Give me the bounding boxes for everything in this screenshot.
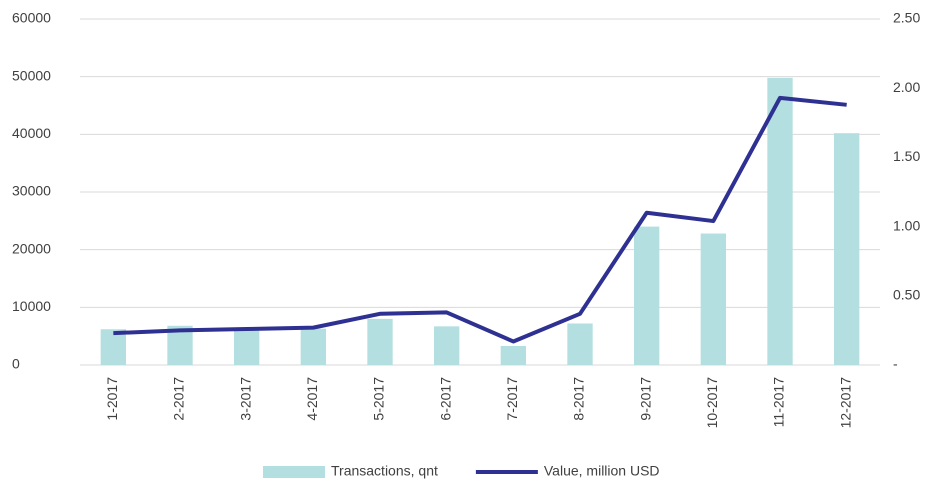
bar — [500, 345, 526, 365]
y2-tick-label: 1.00 — [893, 217, 920, 233]
bar — [834, 133, 860, 365]
y-tick-label: 30000 — [12, 183, 51, 199]
legend-label: Value, million USD — [544, 463, 660, 479]
y2-tick-label: 2.00 — [893, 79, 920, 95]
x-tick-label: 10-2017 — [704, 377, 720, 429]
bar — [700, 233, 726, 365]
bar — [367, 318, 393, 365]
x-tick-label: 8-2017 — [571, 377, 587, 421]
bar — [100, 329, 126, 365]
x-tick-label: 6-2017 — [437, 377, 453, 421]
y-tick-label: 40000 — [12, 125, 51, 141]
bar — [234, 329, 260, 365]
legend-label: Transactions, qnt — [331, 463, 438, 479]
bar — [634, 226, 660, 365]
x-tick-label: 4-2017 — [304, 377, 320, 421]
y-tick-label: 10000 — [12, 298, 51, 314]
x-tick-label: 12-2017 — [837, 377, 853, 429]
x-tick-label: 2-2017 — [171, 377, 187, 421]
x-tick-label: 11-2017 — [771, 377, 787, 428]
y2-tick-label: 0.50 — [893, 287, 920, 303]
x-tick-label: 9-2017 — [637, 377, 653, 421]
y2-tick-label: - — [893, 356, 898, 372]
x-tick-label: 7-2017 — [504, 377, 520, 421]
y-tick-label: 0 — [12, 356, 20, 372]
x-tick-label: 5-2017 — [371, 377, 387, 421]
line — [113, 95, 847, 344]
y-tick-label: 60000 — [12, 10, 51, 26]
y-tick-label: 50000 — [12, 67, 51, 83]
y2-tick-label: 1.50 — [893, 148, 920, 164]
y-tick-label: 20000 — [12, 240, 51, 256]
x-tick-label: 3-2017 — [237, 377, 253, 421]
bar — [767, 77, 793, 365]
bar — [300, 328, 326, 365]
x-tick-label: 1-2017 — [104, 377, 120, 421]
y2-tick-label: 2.50 — [893, 10, 920, 26]
bar — [434, 326, 460, 365]
legend-swatch — [263, 466, 325, 478]
bar — [567, 323, 593, 365]
